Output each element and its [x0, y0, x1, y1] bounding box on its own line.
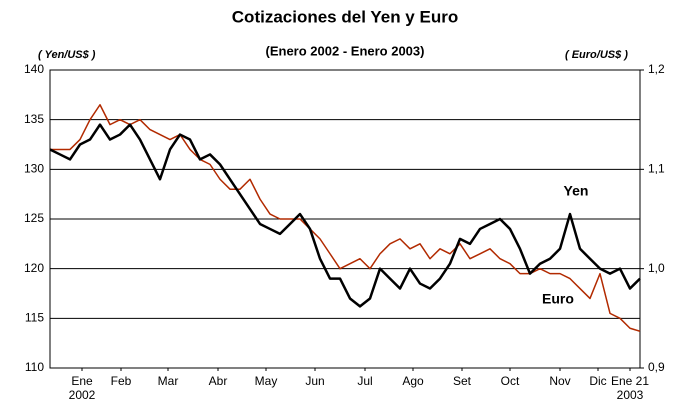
y-tick-label: 120: [24, 261, 44, 275]
y-tick-label: 140: [24, 62, 44, 76]
x-tick-label: May: [255, 374, 278, 388]
x-tick-label: Oct: [501, 374, 520, 388]
x-tick-label: Dic: [589, 374, 606, 388]
chart-title: Cotizaciones del Yen y Euro: [232, 7, 458, 26]
line-series: [49, 123, 641, 308]
annotation: Yen: [564, 183, 589, 199]
x-tick-label: Mar: [158, 374, 179, 388]
y2-tick-label: 1,2: [648, 62, 665, 76]
y-axis-label: ( Yen/US$ ): [38, 49, 96, 61]
y-tick-label: 110: [25, 360, 44, 374]
annotation: Euro: [542, 291, 574, 307]
x-tick-label: Jun: [305, 374, 324, 388]
y-tick-label: 125: [24, 211, 44, 225]
year-label: 2002: [69, 388, 96, 402]
year-label: 2003: [617, 388, 644, 402]
x-tick-label: Set: [453, 374, 472, 388]
y-tick-label: 130: [24, 162, 44, 176]
y2-axis-label: ( Euro/US$ ): [565, 49, 628, 61]
y2-tick-label: 0,9: [648, 360, 665, 374]
x-tick-label: Abr: [209, 374, 228, 388]
x-tick-label: Nov: [549, 374, 570, 388]
y2-tick-label: 1,1: [648, 162, 665, 176]
x-tick-label: Jul: [357, 374, 372, 388]
chart-subtitle: (Enero 2002 - Enero 2003): [266, 43, 425, 58]
x-tick-label: Ene: [71, 374, 93, 388]
y-tick-label: 115: [25, 311, 44, 325]
line-series: [50, 104, 641, 332]
x-tick-label: Feb: [111, 374, 132, 388]
y2-tick-label: 1,0: [648, 261, 665, 275]
x-tick-label: Ago: [402, 374, 424, 388]
x-tick-label: Ene 21: [611, 374, 649, 388]
y-tick-label: 135: [24, 112, 44, 126]
